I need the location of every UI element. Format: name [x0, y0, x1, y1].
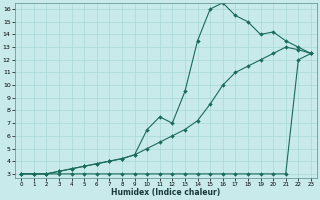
- X-axis label: Humidex (Indice chaleur): Humidex (Indice chaleur): [111, 188, 221, 197]
